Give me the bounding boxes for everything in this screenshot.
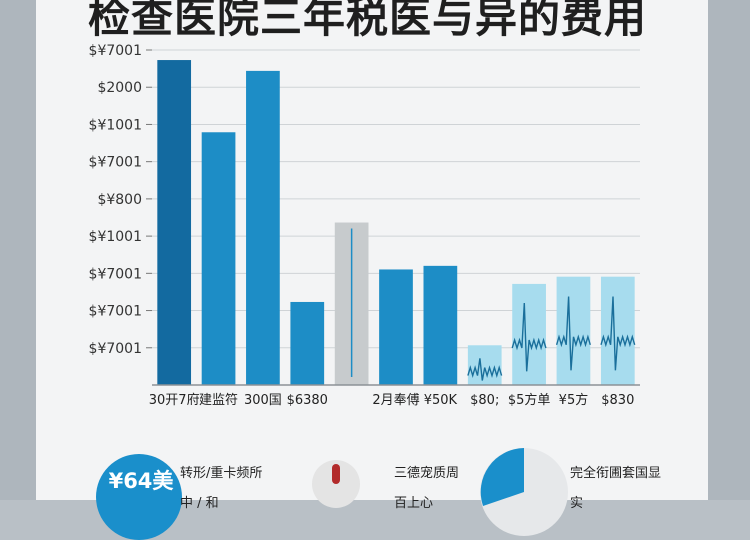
y-tick-label: $¥7001 [89,341,142,357]
bar [246,70,280,385]
cost-badge: ¥64美 [96,454,182,540]
y-tick-label: $¥1001 [89,229,142,245]
bar [423,265,458,385]
heartbeat-wave [511,302,547,372]
heartbeat-waves [467,296,636,381]
y-tick-label: $¥7001 [89,43,142,59]
x-tick-label: 建监符 [199,392,238,408]
x-tick-label: ¥50K [424,393,458,408]
bottom-left-text: 转形/重卡频所 [180,466,263,481]
bar [379,269,413,385]
bottom-left-subtext: 中 / 和 [180,496,219,511]
x-tick-label: $830 [601,393,634,408]
heartbeat-wave [467,358,503,381]
pie-chart-icon [480,448,568,536]
infographic-panel [36,0,708,500]
x-tick-labels: 30开7府 建监符 300国 $6380 2月奉傅 ¥50K $80; $5方单 ¥5方 $830 [149,392,635,408]
bar [157,60,192,385]
y-tick-label: $¥1001 [89,117,142,133]
heartbeat-wave [600,296,636,371]
right-backdrop [708,0,750,500]
bar-chart: $¥7001 $2000 $¥1001 $¥7001 $¥800 $¥1001 $¥7001… [89,43,640,408]
bottom-summary: ¥64美 转形/重卡频所 中 / 和 三德宠质周 百上心 完全衔圃套国显 实 [36,440,708,540]
bar [600,276,635,385]
bar [512,283,546,385]
bottom-right-subtext: 实 [570,496,584,511]
bar [290,301,325,385]
bar [467,345,502,385]
x-tick-label: 2月奉傅 [372,393,419,408]
y-tick-label: $¥7001 [89,304,142,320]
bottom-middle-text: 三德宠质周 [394,466,460,481]
heartbeat-wave [555,296,591,371]
y-tick-label: $¥7001 [89,155,142,171]
x-tick-label: $80; [470,393,499,408]
left-backdrop [0,0,36,500]
x-tick-label: $6380 [287,393,328,408]
bar [556,276,591,385]
x-tick-label: 300国 [244,393,282,408]
y-tick-label: $2000 [97,80,142,96]
bottom-middle-subtext: 百上心 [394,496,434,511]
x-tick-label: ¥5方 [559,392,589,408]
y-tick-labels: $¥7001 $2000 $¥1001 $¥7001 $¥800 $¥1001 $¥7001… [89,43,142,357]
y-tick-label: $¥7001 [89,266,142,282]
x-tick-label: $5方单 [508,392,551,408]
y-tick-label: $¥800 [97,192,142,208]
bottom-right-text: 完全衔圃套国显 [570,466,662,481]
x-tick-label: 30开7府 [149,393,200,408]
vial-cap-icon [332,464,340,484]
bars [157,60,635,385]
bar [201,132,236,385]
chart-title: 检查医院三年税医与异的费用 [88,0,648,42]
